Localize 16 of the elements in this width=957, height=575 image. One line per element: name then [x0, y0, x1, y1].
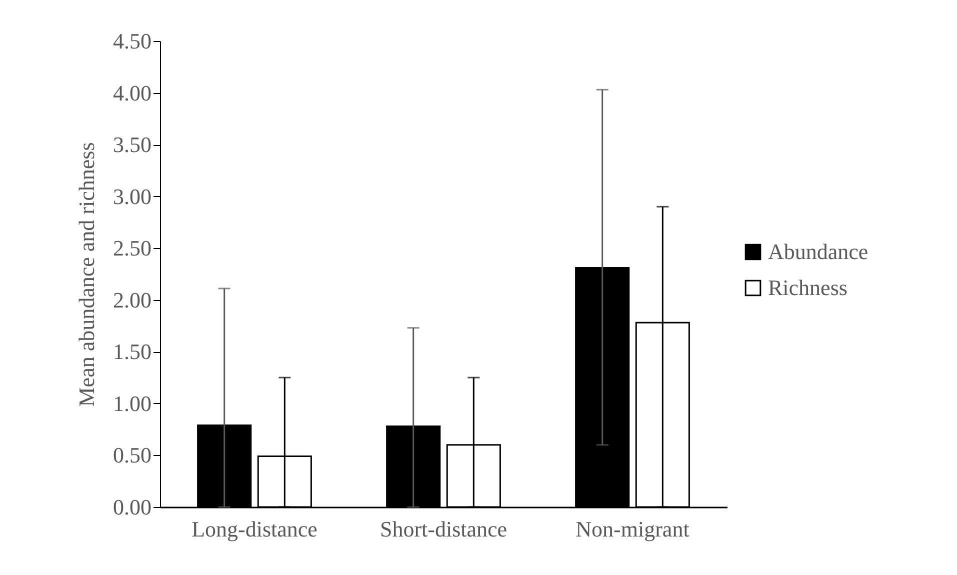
y-tick-label: 3.50 — [113, 132, 152, 158]
y-tick-label: 4.00 — [113, 80, 152, 106]
y-tick-label: 1.50 — [113, 339, 152, 364]
y-tick-label: 3.00 — [113, 184, 152, 209]
x-tick-label: Non-migrant — [576, 516, 690, 542]
y-tick-label: 1.00 — [113, 390, 152, 416]
y-tick-label: 2.50 — [113, 236, 152, 261]
legend-label: Richness — [768, 275, 848, 300]
y-axis-title: Mean abundance and richness — [74, 142, 99, 407]
x-tick-label: Long-distance — [192, 516, 318, 542]
y-tick-label: 0.50 — [113, 442, 152, 468]
y-tick-label: 2.00 — [113, 287, 152, 312]
y-tick-label: 4.50 — [113, 28, 152, 54]
y-tick-label: 0.00 — [113, 494, 152, 520]
x-tick-label: Short-distance — [380, 516, 508, 542]
legend-label: Abundance — [768, 239, 868, 264]
